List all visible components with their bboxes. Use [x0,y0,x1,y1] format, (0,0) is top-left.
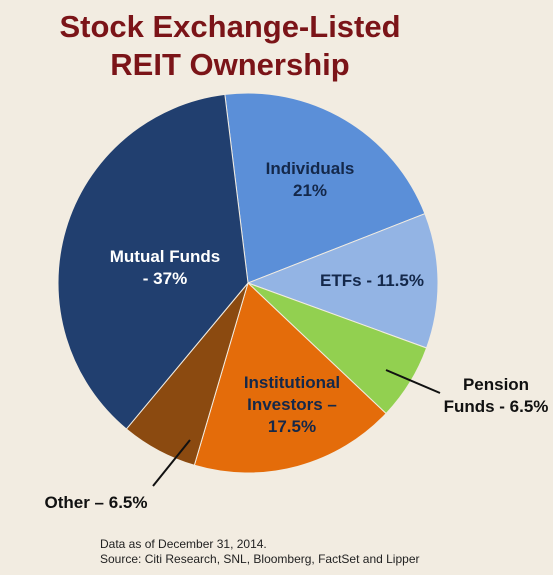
slice-label: Other – 6.5% [44,493,148,512]
leader-line [152,439,191,487]
note: Source: Citi Research, SNL, Bloomberg, F… [100,552,420,566]
slice-label: Institutional Investors – 17.5% [243,373,341,436]
slice-label: Pension Funds - 6.5% [443,375,549,416]
slice-label: Individuals 21% [265,159,355,200]
chart-title: Stock Exchange-Listed REIT Ownership [59,9,401,82]
slice-label: ETFs - 11.5% [320,271,424,290]
slice-label: Mutual Funds - 37% [109,247,221,288]
note: Data as of December 31, 2014. [100,537,267,551]
pie [57,92,439,474]
leader-line [385,369,441,394]
pie-slice [193,282,387,474]
pie-slice [224,92,426,284]
pie-slice [57,93,249,430]
pie-slice [246,213,439,349]
